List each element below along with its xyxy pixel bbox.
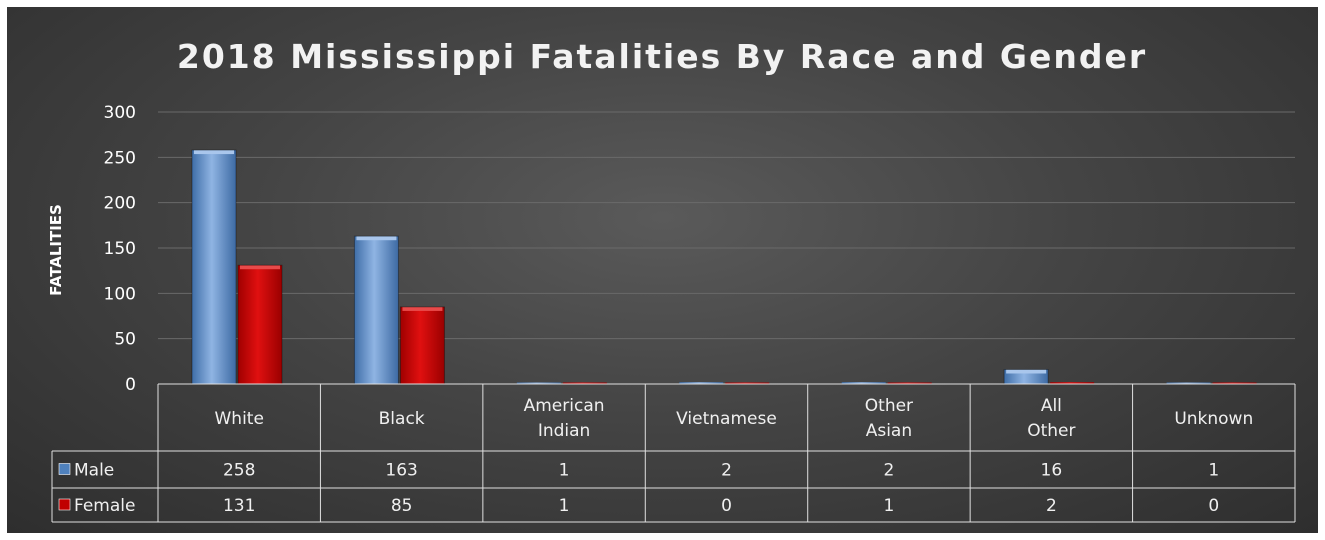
data-label-male: 258 [223, 461, 255, 481]
data-label-female: 0 [721, 496, 732, 516]
category-label: Vietnamese [676, 409, 777, 429]
bar-male-vietnamese [679, 382, 724, 384]
category-label: Asian [866, 421, 912, 441]
bar-female-vietnamese [725, 382, 770, 384]
category-label: White [214, 409, 263, 429]
bar-male-unknown [1166, 382, 1211, 384]
bar-male-american-indian [516, 382, 561, 384]
category-label: Other [865, 396, 913, 416]
data-label-female: 85 [391, 496, 413, 516]
bar-female-unknown [1212, 382, 1257, 384]
data-label-female: 0 [1208, 496, 1219, 516]
chart-title: 2018 Mississippi Fatalities By Race and … [177, 37, 1147, 76]
category-label: Black [379, 409, 425, 429]
data-label-female: 1 [884, 496, 895, 516]
category-label: American [524, 396, 605, 416]
bar-female-other-asian [887, 382, 932, 384]
legend-key-female [58, 498, 71, 511]
data-label-female: 1 [559, 496, 570, 516]
bar-chart: 2018 Mississippi Fatalities By Race and … [47, 37, 1296, 523]
series-name-male: Male [74, 461, 114, 481]
y-axis-label: FATALITIES [47, 204, 65, 296]
category-label: Other [1027, 421, 1075, 441]
data-label-male: 2 [884, 461, 895, 481]
legend-key-male [58, 463, 71, 475]
data-label-male: 163 [385, 461, 417, 481]
bar-female-black [399, 306, 445, 385]
y-tick-label: 300 [104, 103, 136, 123]
bar-male-black [353, 235, 399, 385]
bar-female-all-other [1050, 382, 1095, 384]
data-label-male: 2 [721, 461, 732, 481]
data-label-female: 131 [223, 496, 255, 516]
data-label-male: 1 [1208, 461, 1219, 481]
category-label: Unknown [1174, 409, 1253, 429]
y-tick-label: 200 [104, 194, 136, 214]
chart-container: 2018 Mississippi Fatalities By Race and … [7, 7, 1318, 533]
data-label-female: 2 [1046, 496, 1057, 516]
series-name-female: Female [74, 496, 135, 516]
y-tick-label: 250 [104, 148, 136, 168]
category-label: Indian [538, 421, 591, 441]
category-label: All [1041, 396, 1062, 416]
bar-female-american-indian [562, 382, 607, 384]
y-tick-label: 50 [114, 330, 136, 350]
data-label-male: 16 [1041, 461, 1063, 481]
y-tick-label: 150 [104, 239, 136, 259]
y-tick-label: 100 [104, 284, 136, 304]
data-label-male: 1 [559, 461, 570, 481]
bar-male-white [191, 149, 237, 385]
bar-female-white [237, 264, 283, 385]
bar-male-other-asian [841, 382, 886, 384]
bar-male-all-other [1003, 368, 1049, 385]
y-tick-label: 0 [125, 375, 136, 395]
